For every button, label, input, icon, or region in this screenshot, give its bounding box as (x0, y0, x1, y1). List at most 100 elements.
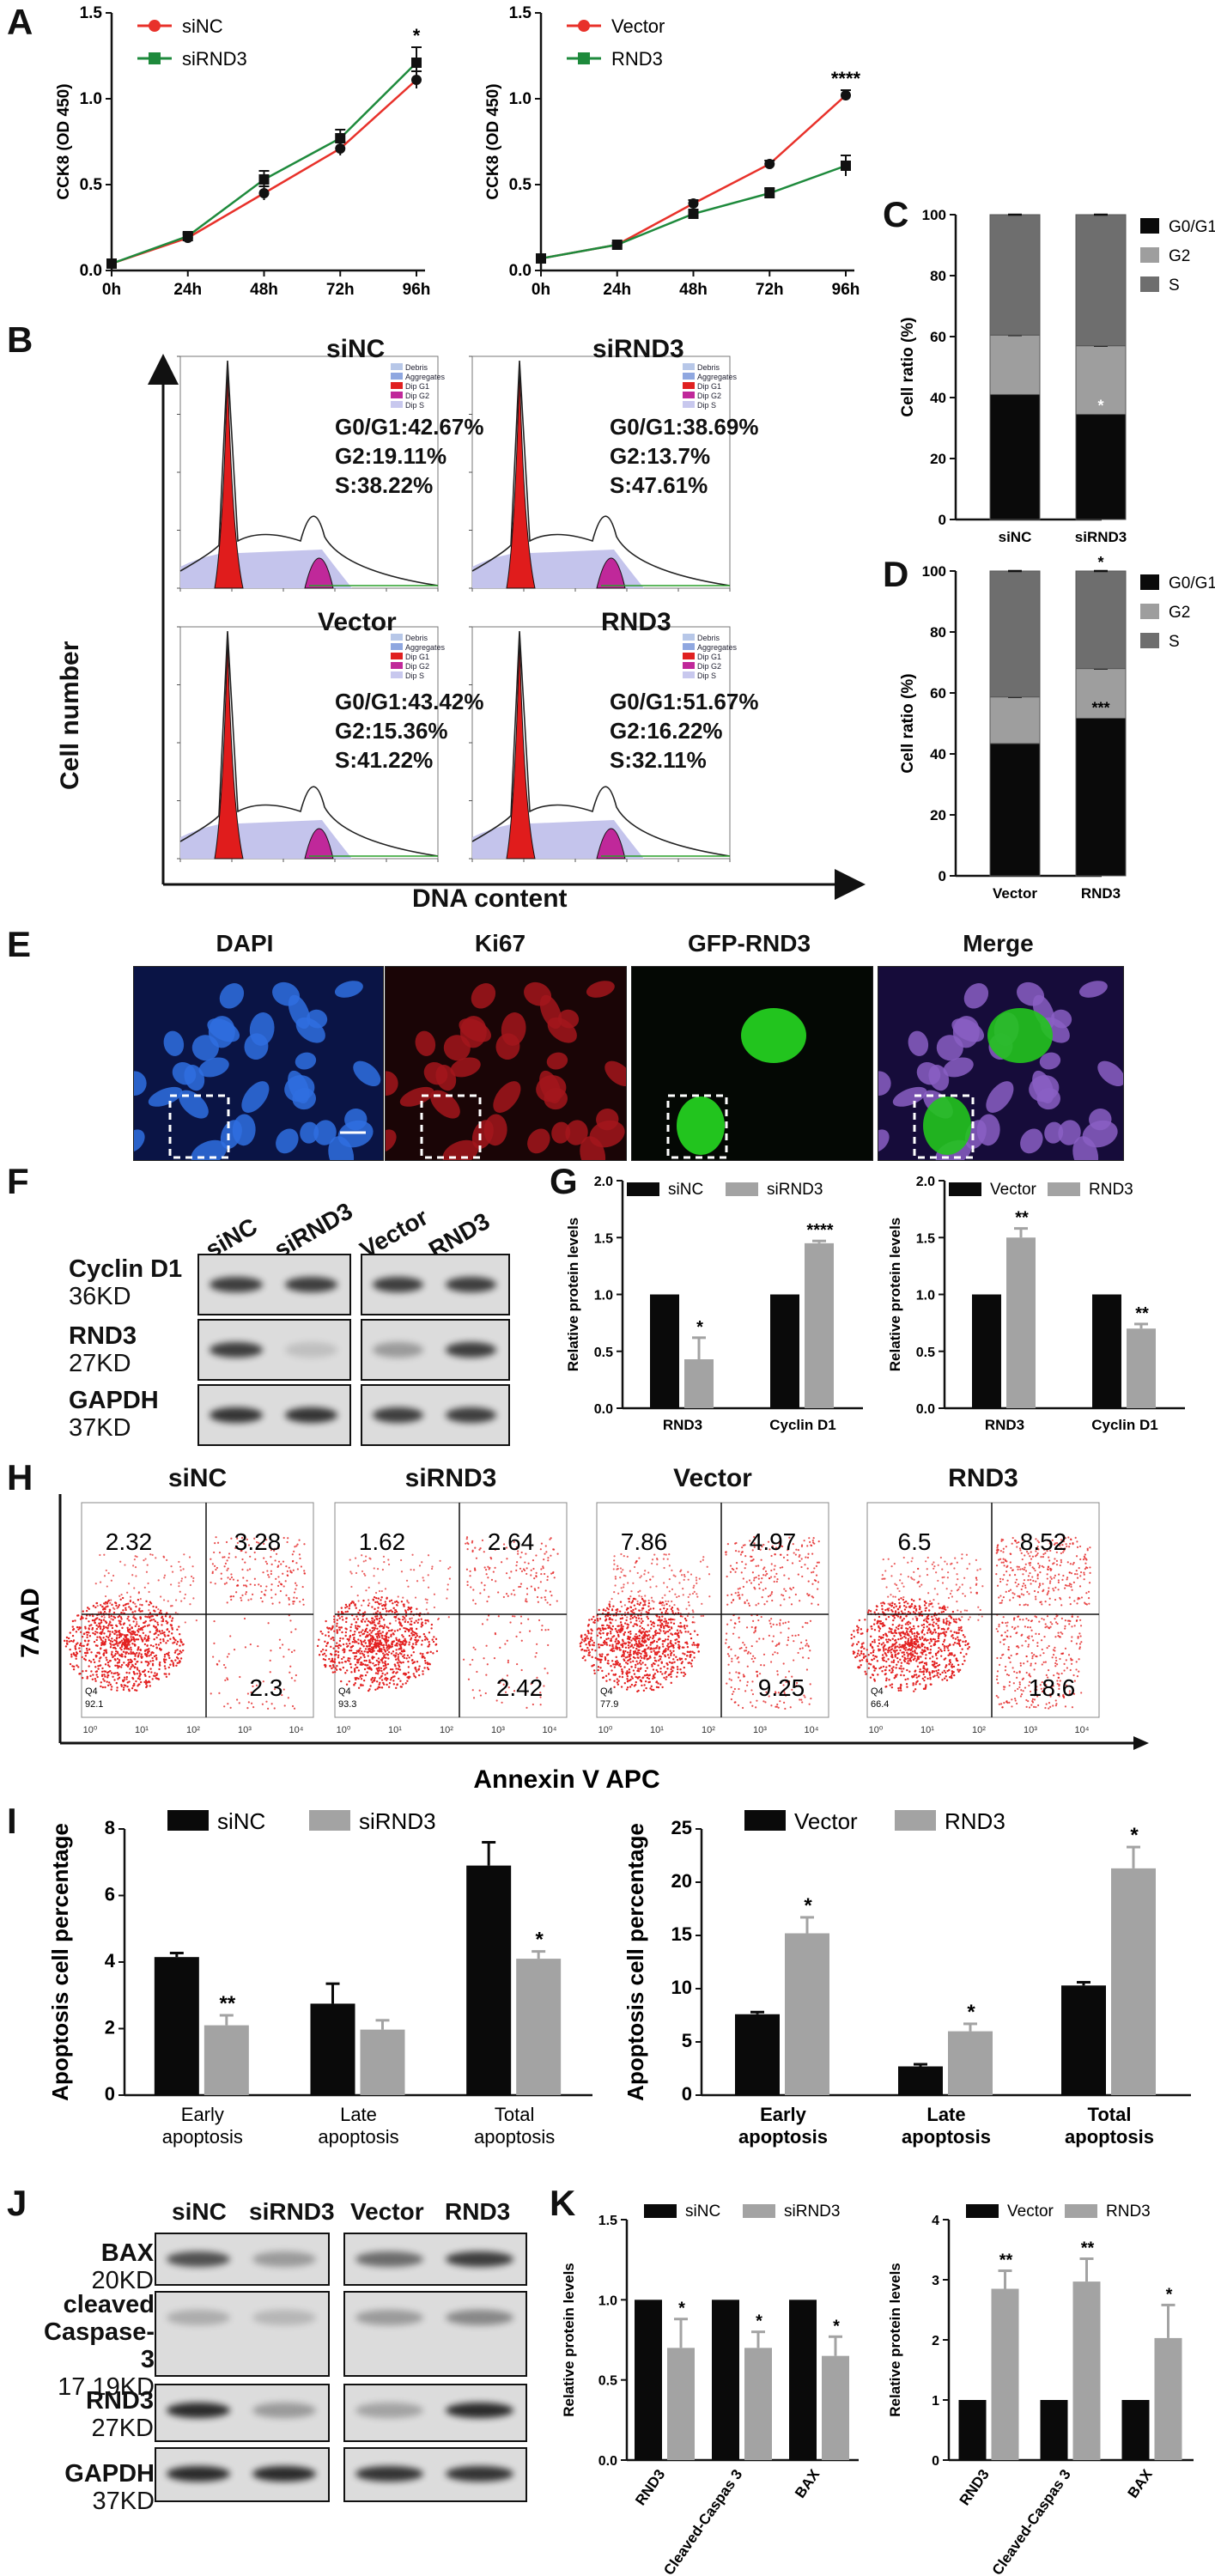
bar-siNC (770, 1294, 799, 1408)
blot-panel (155, 2291, 330, 2377)
y-tick-label: 25 (671, 1817, 692, 1838)
bar-RND3 (1127, 1328, 1156, 1408)
legend-swatch (1140, 604, 1159, 619)
legend-swatch (1140, 633, 1159, 648)
x-tick-label: 72h (326, 281, 355, 296)
data-point (688, 209, 699, 219)
panel-label-b: B (7, 319, 33, 360)
if-title-gfp-rnd3: GFP-RND3 (687, 930, 811, 957)
cell-nucleus (442, 1139, 479, 1160)
significance-label: * (756, 2312, 762, 2331)
quadrant-q4-value: 92.1 (85, 1699, 103, 1710)
y-tick-label: 0.0 (594, 1402, 613, 1417)
wb-f-label-rnd3: RND3 27KD (69, 1322, 137, 1377)
y-tick-label: 4 (932, 2214, 939, 2228)
y-tick-label: 5 (682, 2030, 692, 2051)
y-tick-label: 8 (105, 1817, 115, 1838)
quadrant-q4-value: 77.9 (600, 1699, 618, 1710)
y-tick-label: 60 (930, 329, 946, 345)
flow-x-tick-label: 10¹ (920, 1725, 934, 1735)
histogram-legend-label: Dip G1 (697, 382, 721, 391)
gfp-rnd3-image (631, 966, 873, 1161)
cell-nucleus (191, 1139, 228, 1160)
quadrant-q4-value: 93.3 (338, 1699, 356, 1710)
cell-nucleus (295, 1052, 317, 1070)
y-tick-label: 0.5 (598, 2374, 617, 2389)
histogram-legend-swatch (391, 634, 403, 641)
flow-x-tick-label: 10¹ (135, 1725, 149, 1735)
gfp-cell (987, 1008, 1053, 1063)
wb-j-col-vector: Vector (350, 2198, 424, 2225)
cell-nucleus (495, 1033, 520, 1060)
significance-label: ** (1015, 1209, 1029, 1228)
legend-swatch (1140, 247, 1159, 263)
legend-swatch (895, 1810, 936, 1831)
x-tick-label: BAX (792, 2466, 823, 2501)
protein-band (446, 2466, 513, 2482)
apoptosis-protein-overexpression-chart: 0 1 2 3 4 Relative protein levels ** RND3 ** Clea… (887, 2202, 1194, 2576)
x-tick-label: apoptosis (318, 2126, 398, 2148)
cell-nucleus (284, 1075, 315, 1103)
y-tick-label: 6 (105, 1884, 115, 1905)
cc-stats-rnd3: G0/G1:51.67% G2:16.22% S:32.11% (610, 689, 759, 773)
bar-G0/G1 (1075, 414, 1127, 520)
cell-nucleus (334, 981, 363, 998)
legend-swatch (1140, 574, 1159, 590)
histogram-legend-label: Aggregates (697, 373, 738, 381)
x-tick-label: RND3 (957, 2466, 993, 2508)
wb-j-label-bax: BAX 20KD (91, 2239, 154, 2294)
cell-nucleus (1039, 1052, 1061, 1070)
bar-Vector (1040, 2400, 1068, 2460)
legend-label: siRND3 (182, 48, 247, 70)
cell-nucleus (604, 1060, 626, 1087)
blot-panel (361, 1384, 510, 1446)
bar-G2 (989, 334, 1041, 395)
data-point (411, 58, 422, 68)
flow-x-tick-label: 10⁴ (289, 1725, 304, 1735)
ki67-image (385, 966, 627, 1161)
significance-label: ** (219, 1992, 235, 2015)
cell-nucleus (536, 1075, 567, 1103)
x-tick-label: apoptosis (902, 2126, 991, 2148)
histogram-legend-swatch (391, 643, 403, 650)
legend-label: RND3 (611, 48, 663, 70)
apoptosis-overexpression-chart: 0 5 10 15 20 25 Apoptosis cell percentage * Earl… (623, 1808, 1191, 2148)
protein-band (210, 1342, 263, 1358)
quadrant-q4-label: Q4 (600, 1686, 613, 1697)
cell-nucleus (952, 1016, 980, 1048)
x-tick-label: apoptosis (474, 2126, 555, 2148)
cell-nucleus (546, 1052, 568, 1070)
y-tick-label: 1.0 (509, 90, 532, 108)
legend-swatch (1140, 276, 1159, 292)
bar-RND3 (1154, 2337, 1182, 2460)
data-point (258, 188, 270, 198)
significance-label: ** (1135, 1304, 1149, 1323)
histogram-legend-label: Dip S (405, 401, 424, 410)
protein-band (373, 1277, 423, 1292)
bar-S (1075, 570, 1127, 670)
bar-RND3 (785, 1933, 829, 2095)
cell-nucleus (493, 1081, 521, 1114)
cell-nucleus (892, 1086, 927, 1107)
quadrant-upper-left-value: 7.86 (621, 1528, 668, 1555)
y-tick-label: 1.0 (916, 1289, 935, 1303)
quadrant-upper-right-value: 2.64 (488, 1528, 535, 1555)
legend-label: RND3 (945, 1808, 1005, 1834)
dna-content-axis-label: DNA content (412, 884, 568, 913)
cell-nucleus (1029, 1075, 1060, 1103)
bar-Vector (1092, 1294, 1121, 1408)
legend-swatch (1065, 2204, 1097, 2218)
flow-plot-frame (81, 1502, 314, 1718)
cell-cycle-ratio-overexpression-chart: 0 20 40 60 80 100 Cell ratio (%) Vector RND3 G0/G… (899, 554, 1215, 902)
x-tick-label: Cyclin D1 (1091, 1417, 1157, 1433)
y-axis-label: Apoptosis cell percentage (623, 1823, 648, 2101)
x-tick-label: 48h (250, 281, 278, 296)
x-tick-label: 24h (603, 281, 631, 296)
histogram-legend-label: Dip G1 (405, 382, 429, 391)
legend-swatch (949, 1182, 981, 1196)
flow-x-tick-label: 10⁰ (83, 1725, 98, 1735)
y-axis-label: CCK8 (OD 450) (55, 83, 73, 199)
x-tick-label: BAX (1125, 2466, 1157, 2501)
quadrant-upper-left-value: 6.5 (898, 1528, 932, 1555)
